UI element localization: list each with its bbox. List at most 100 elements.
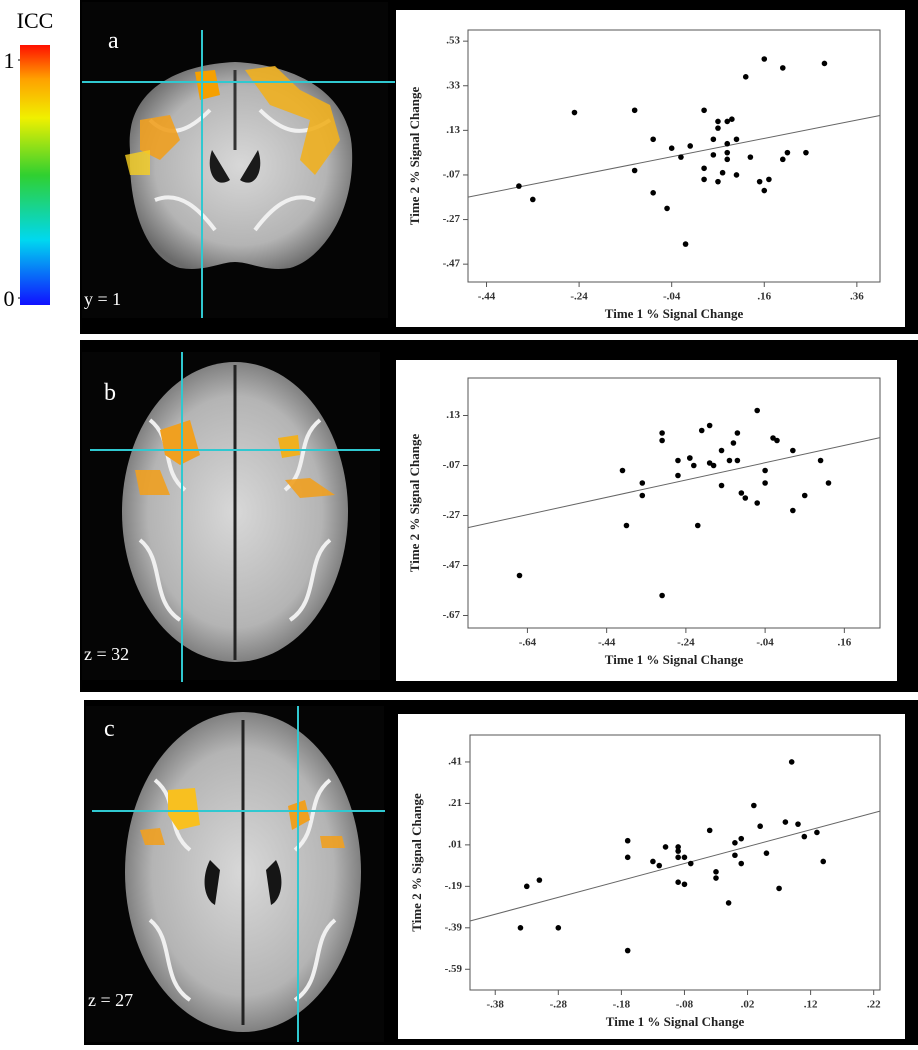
point <box>662 844 669 850</box>
point <box>788 759 795 765</box>
brain-image <box>82 2 395 318</box>
y-tick-label: -.07 <box>443 168 461 180</box>
point <box>555 925 562 931</box>
x-tick-label: -.28 <box>550 999 568 1011</box>
point <box>820 858 827 865</box>
point <box>814 829 820 836</box>
point <box>656 862 663 869</box>
point <box>724 156 731 163</box>
point <box>631 167 638 174</box>
panel-label: a <box>108 28 119 54</box>
point <box>523 883 530 890</box>
panel-label: c <box>104 716 115 742</box>
point <box>776 885 782 892</box>
point <box>761 187 768 194</box>
point <box>790 507 796 514</box>
point <box>701 165 707 172</box>
panel-label: b <box>104 380 116 406</box>
point <box>715 125 721 131</box>
point <box>724 118 731 125</box>
point <box>710 152 717 158</box>
point <box>742 74 749 80</box>
point <box>732 852 738 859</box>
point <box>571 109 578 116</box>
y-tick-label: .01 <box>448 838 462 850</box>
point <box>675 844 681 850</box>
y-tick-label: -.59 <box>445 963 463 975</box>
point <box>516 572 523 579</box>
point <box>825 480 832 486</box>
x-axis-title: Time 1 % Signal Change <box>605 306 744 321</box>
x-tick-label: .12 <box>804 999 818 1011</box>
point <box>801 833 808 840</box>
x-tick-label: -.18 <box>613 999 631 1011</box>
point <box>687 860 694 867</box>
colorbar-title: ICC <box>17 8 54 33</box>
y-tick-label: -.67 <box>443 609 461 621</box>
point <box>733 172 740 178</box>
y-tick-label: -.19 <box>445 880 463 892</box>
point <box>724 149 731 156</box>
x-tick-label: .36 <box>850 291 864 303</box>
point <box>713 875 719 881</box>
point <box>698 427 705 434</box>
point <box>701 176 707 183</box>
colorbar-tick-label: 1 <box>4 48 15 73</box>
point <box>726 457 733 464</box>
point <box>738 490 745 496</box>
x-tick-label: .22 <box>867 999 881 1011</box>
point <box>516 183 522 189</box>
point <box>756 178 763 185</box>
point <box>678 154 684 160</box>
point <box>619 467 626 474</box>
point <box>821 60 828 67</box>
point <box>718 482 725 489</box>
brain-image <box>82 352 380 682</box>
x-tick-label: -.04 <box>756 637 774 649</box>
slice-label: y = 1 <box>84 289 121 309</box>
point <box>659 430 665 436</box>
plot-panel <box>398 714 905 1039</box>
point <box>733 136 740 143</box>
y-tick-label: -.39 <box>445 921 463 933</box>
point <box>659 592 665 599</box>
plot-panel <box>396 360 897 681</box>
y-tick-label: -.47 <box>443 559 461 571</box>
x-tick-label: -.64 <box>519 637 537 649</box>
y-tick-label: .13 <box>446 124 460 136</box>
point <box>624 854 631 861</box>
y-axis-title: Time 2 % Signal Change <box>407 434 422 573</box>
point <box>710 136 717 143</box>
x-tick-label: -.08 <box>676 999 694 1011</box>
point <box>763 850 770 856</box>
point <box>734 457 741 464</box>
y-tick-label: .21 <box>448 797 462 809</box>
point <box>754 407 760 414</box>
x-tick-label: .02 <box>741 999 755 1011</box>
point <box>517 925 524 931</box>
point <box>650 858 656 865</box>
trend-line <box>467 114 881 198</box>
point <box>536 877 543 883</box>
point <box>650 189 656 196</box>
point <box>742 495 749 501</box>
point <box>639 492 646 499</box>
point <box>687 455 693 461</box>
plot-frame <box>467 377 881 629</box>
point <box>790 447 796 454</box>
point <box>659 437 665 444</box>
x-tick-label: -.04 <box>663 291 681 303</box>
y-tick-label: .41 <box>448 755 462 767</box>
y-axis-title: Time 2 % Signal Change <box>407 87 422 226</box>
point <box>639 480 646 486</box>
point <box>817 457 824 464</box>
point <box>801 492 808 499</box>
point <box>623 522 630 529</box>
slice-label: z = 32 <box>84 644 129 664</box>
point <box>762 480 768 486</box>
point <box>751 802 757 809</box>
point <box>624 837 631 844</box>
x-tick-label: -.24 <box>570 291 588 303</box>
